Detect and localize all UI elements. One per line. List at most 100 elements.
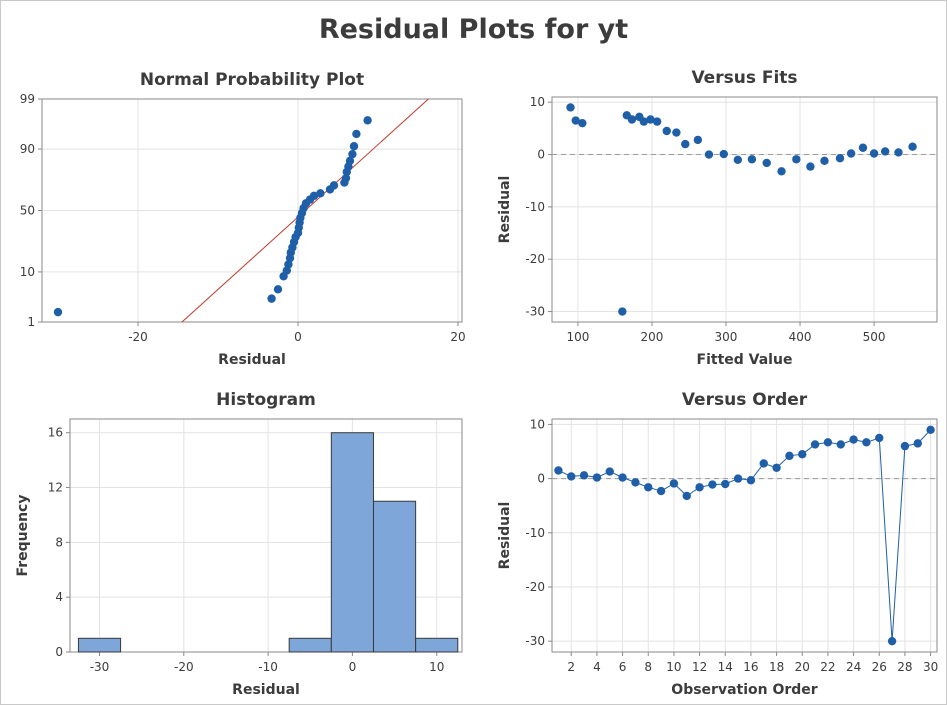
versus-order-point bbox=[849, 435, 858, 444]
versus-order-x-tick-label: 24 bbox=[846, 660, 861, 674]
versus-fits-point bbox=[733, 155, 743, 164]
versus-fits-point bbox=[820, 156, 829, 166]
normal-plot-x-tick-label: 0 bbox=[294, 330, 302, 344]
versus-order-point bbox=[913, 439, 922, 448]
versus-fits-title: Versus Fits bbox=[691, 68, 797, 88]
versus-order-title: Versus Order bbox=[682, 390, 808, 410]
versus-order-point bbox=[810, 440, 820, 449]
histogram-y-axis-label: Frequency bbox=[15, 495, 31, 577]
histogram-x-tick-label: 10 bbox=[429, 660, 444, 674]
versus-order-x-tick-label: 4 bbox=[593, 660, 601, 674]
normal-plot-point bbox=[348, 149, 357, 159]
versus-order-x-tick-label: 26 bbox=[872, 660, 887, 674]
versus-order-x-tick-label: 10 bbox=[666, 660, 681, 674]
versus-fits-point bbox=[672, 128, 681, 137]
histogram-bar bbox=[288, 637, 332, 653]
versus-order-point bbox=[862, 438, 871, 447]
versus-fits-x-tick-label: 300 bbox=[715, 330, 738, 344]
versus-fits-point bbox=[747, 155, 757, 164]
versus-order-point bbox=[656, 486, 666, 496]
normal-plot-point bbox=[267, 294, 276, 303]
versus-order-x-tick-label: 8 bbox=[644, 660, 652, 674]
versus-order-y-axis-label: Residual bbox=[497, 502, 513, 570]
normal-plot-x-tick-label: -20 bbox=[128, 330, 148, 344]
versus-fits-point bbox=[618, 307, 627, 316]
histogram-y-tick-label: 8 bbox=[55, 535, 63, 549]
normal-plot-point bbox=[345, 156, 355, 166]
histogram-bar bbox=[330, 432, 374, 653]
versus-fits-point bbox=[806, 162, 815, 171]
normal-plot-y-tick-label: 50 bbox=[20, 204, 35, 218]
histogram-title: Histogram bbox=[216, 390, 316, 410]
versus-fits-point bbox=[693, 135, 703, 145]
normal-plot-y-tick-label: 90 bbox=[20, 142, 35, 156]
versus-order-point bbox=[785, 451, 794, 461]
versus-fits-point bbox=[894, 148, 903, 157]
histogram-x-tick-label: -20 bbox=[174, 660, 194, 674]
versus-order-y-tick-label: -30 bbox=[525, 634, 545, 648]
versus-order-point bbox=[605, 467, 614, 476]
versus-order-x-tick-label: 28 bbox=[897, 660, 912, 674]
versus-order-point bbox=[836, 440, 845, 449]
versus-fits-point bbox=[858, 143, 868, 152]
versus-order-y-tick-label: -10 bbox=[525, 526, 545, 540]
versus-order-point bbox=[554, 466, 563, 475]
versus-order-y-tick-label: -20 bbox=[525, 580, 545, 594]
histogram-plot-border bbox=[69, 418, 463, 653]
normal-plot-point bbox=[363, 116, 372, 125]
normal-plot-x-tick-label: 20 bbox=[450, 330, 465, 344]
histogram-x-tick-label: -30 bbox=[90, 660, 110, 674]
normal-plot-y-tick-label: 99 bbox=[20, 92, 35, 106]
versus-fits-point bbox=[719, 149, 728, 159]
versus-order-point bbox=[682, 491, 691, 501]
figure-title: Residual Plots for yt bbox=[318, 14, 629, 45]
histogram-bar bbox=[415, 637, 459, 653]
versus-order-x-tick-label: 14 bbox=[718, 660, 733, 674]
versus-order-point bbox=[669, 479, 679, 488]
versus-fits-point bbox=[627, 115, 637, 124]
normal-plot-y-axis-label: Percent bbox=[0, 180, 3, 241]
normal-plot-point bbox=[309, 191, 319, 201]
versus-order-plot-border bbox=[551, 418, 938, 653]
histogram-x-tick-label: -10 bbox=[258, 660, 278, 674]
normal-plot-point bbox=[53, 307, 63, 317]
versus-fits-point bbox=[880, 147, 890, 156]
versus-order-point bbox=[772, 463, 781, 472]
histogram-y-tick-label: 0 bbox=[55, 645, 63, 659]
normal-plot-point bbox=[316, 189, 325, 198]
versus-fits-point bbox=[662, 126, 671, 136]
normal-plot-point bbox=[273, 285, 283, 294]
normal-plot-x-axis-label: Residual bbox=[218, 352, 286, 368]
versus-order-point bbox=[733, 474, 743, 483]
versus-fits-x-tick-label: 200 bbox=[640, 330, 663, 344]
versus-fits-y-tick-label: -10 bbox=[525, 200, 545, 214]
versus-fits-point bbox=[762, 158, 771, 168]
versus-fits-plot-area bbox=[552, 97, 937, 322]
versus-order-point bbox=[926, 425, 935, 435]
versus-order-y-tick-label: 0 bbox=[537, 472, 545, 486]
versus-order-point bbox=[746, 476, 756, 485]
histogram-bar bbox=[77, 637, 122, 653]
versus-fits-point bbox=[846, 149, 856, 158]
versus-fits-point bbox=[566, 103, 575, 112]
normal-plot-point bbox=[352, 129, 361, 139]
versus-order-point bbox=[695, 483, 704, 492]
histogram-x-axis-label: Residual bbox=[232, 682, 300, 698]
versus-order-point bbox=[579, 471, 589, 480]
versus-fits-x-tick-label: 400 bbox=[789, 330, 812, 344]
versus-fits-point bbox=[704, 150, 714, 159]
versus-fits-x-tick-label: 500 bbox=[863, 330, 886, 344]
versus-fits-point bbox=[869, 149, 879, 158]
versus-order-x-tick-label: 30 bbox=[923, 660, 938, 674]
versus-order-point bbox=[721, 479, 730, 489]
normal-plot-point bbox=[349, 142, 359, 151]
versus-order-point bbox=[798, 450, 807, 459]
versus-order-point bbox=[567, 472, 576, 481]
versus-fits-x-axis-label: Fitted Value bbox=[697, 352, 793, 368]
versus-order-point bbox=[875, 433, 884, 443]
versus-fits-point bbox=[578, 118, 587, 128]
versus-order-point bbox=[592, 473, 602, 482]
normal-plot-point bbox=[284, 260, 293, 269]
versus-order-point bbox=[823, 438, 833, 447]
